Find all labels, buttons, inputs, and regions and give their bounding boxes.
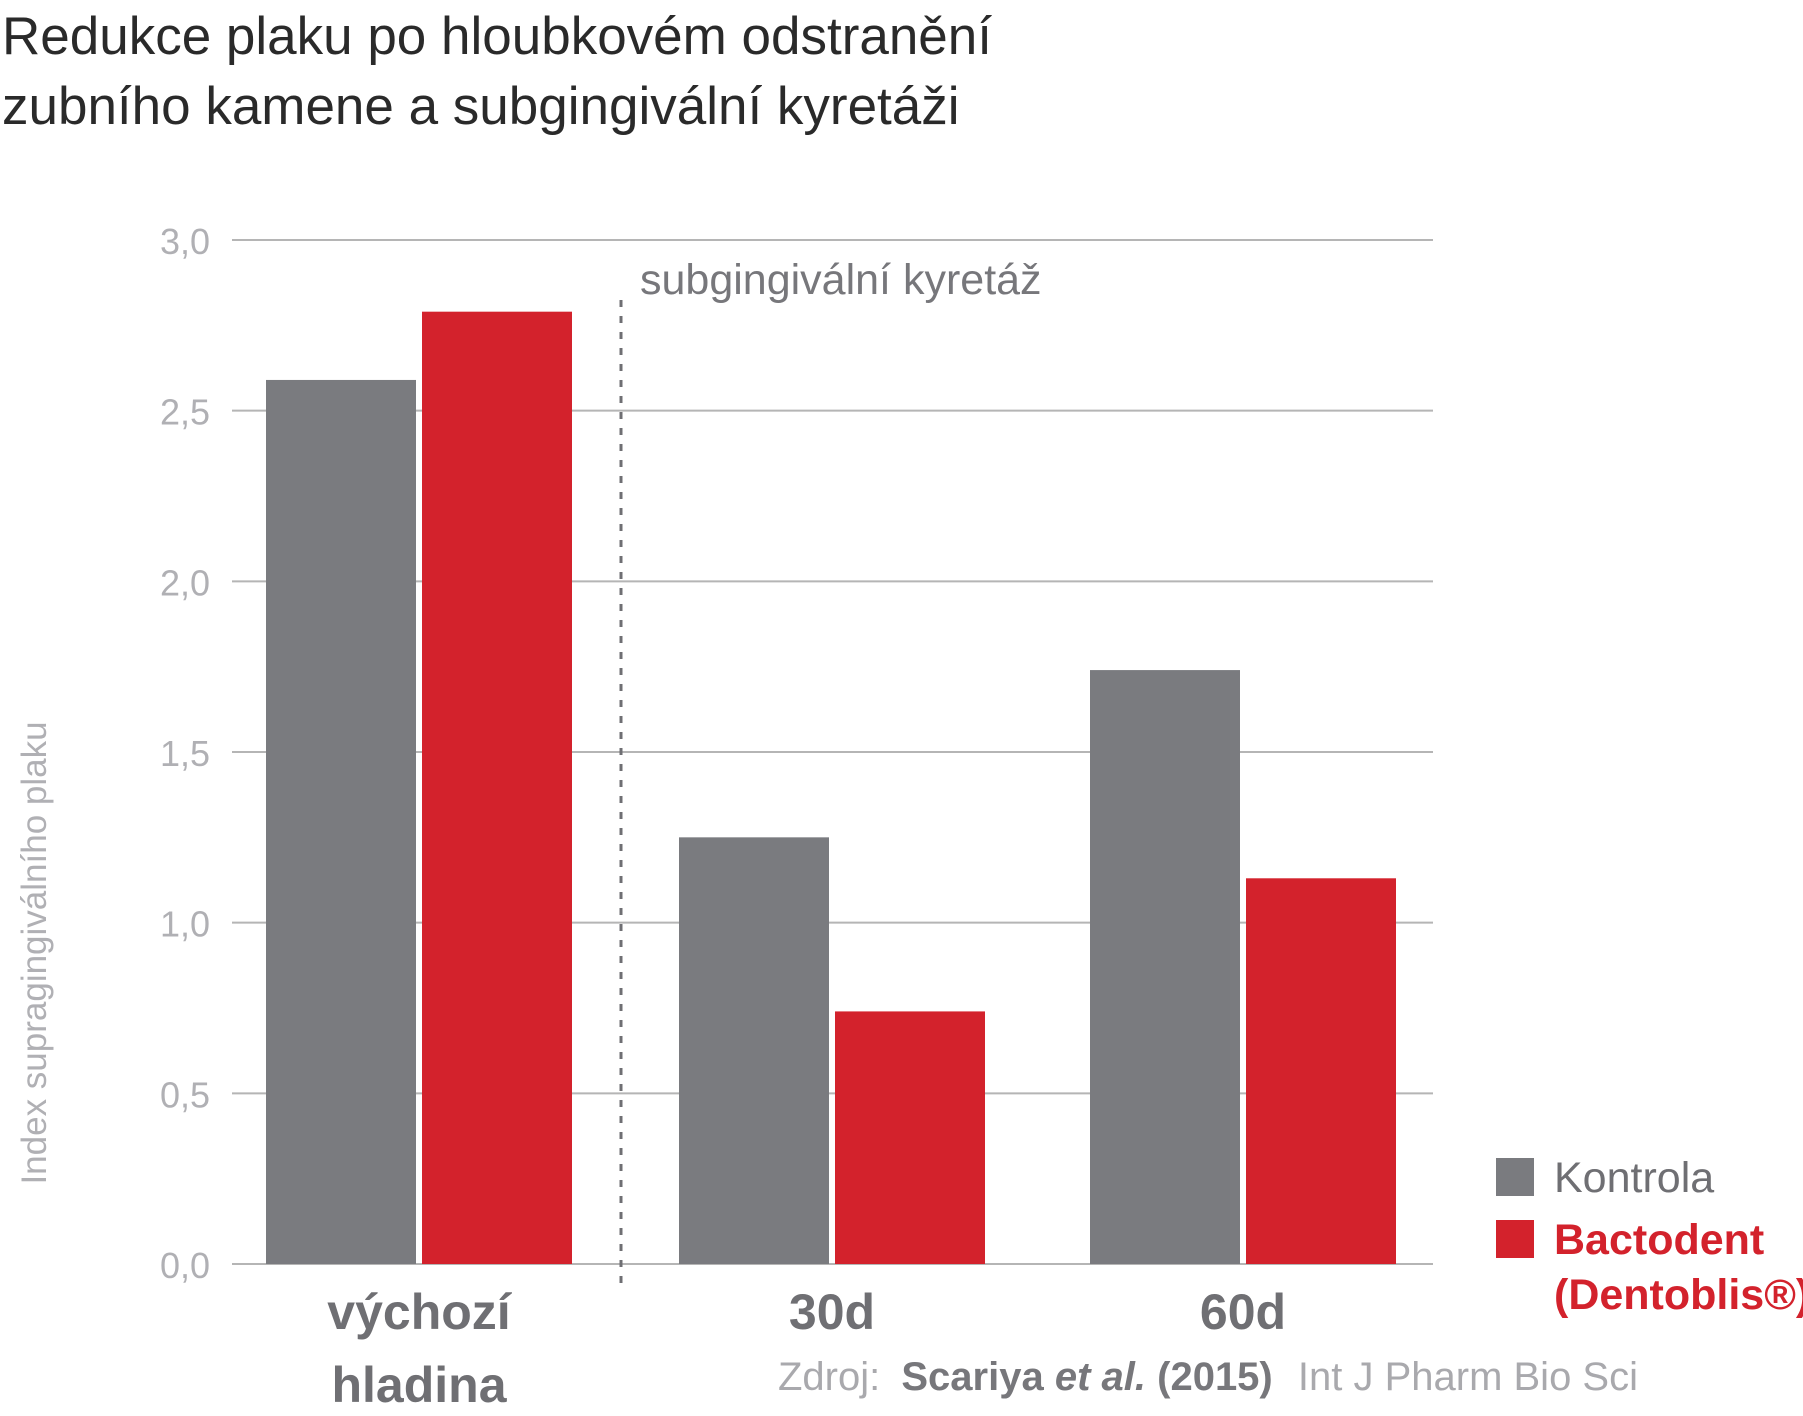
y-tick-label: 2,5 [160, 392, 210, 433]
chart-title: Redukce plaku po hloubkovém odstranění z… [2, 2, 992, 142]
y-tick-label: 2,0 [160, 562, 210, 603]
source-etal: et al. [1054, 1355, 1146, 1399]
source-journal: Int J Pharm Bio Sci [1297, 1355, 1638, 1399]
bar-kontrola-1 [679, 837, 829, 1264]
annotation-label: subgingivální kyretáž [640, 256, 1042, 304]
source-reference: Scariya et al. (2015) [901, 1355, 1272, 1399]
source-citation: Zdroj: Scariya et al. (2015) Int J Pharm… [778, 1355, 1638, 1400]
y-tick-label: 1,5 [160, 733, 210, 774]
y-axis-label: Index supragingiválního plaku [15, 721, 54, 1184]
source-year: (2015) [1157, 1355, 1273, 1399]
x-category-label: výchozí [327, 1284, 513, 1340]
chart-title-line-2: zubního kamene a subgingivální kyretáži [2, 77, 960, 136]
bar-kontrola-0 [266, 379, 416, 1264]
x-category-label: hladina [331, 1357, 507, 1413]
x-category-label: 60d [1200, 1284, 1286, 1340]
x-category-label: 30d [789, 1284, 875, 1340]
bar-bactodent-2 [1246, 878, 1396, 1264]
y-tick-label: 1,0 [160, 904, 210, 945]
bar-bactodent-1 [835, 1011, 985, 1264]
bar-bactodent-0 [422, 311, 572, 1264]
legend-label-bactodent: (Dentoblis®) [1554, 1271, 1803, 1319]
legend-swatch-kontrola [1496, 1158, 1534, 1196]
chart-title-line-1: Redukce plaku po hloubkovém odstranění [2, 7, 992, 66]
bar-kontrola-2 [1090, 670, 1240, 1264]
legend-swatch-bactodent [1496, 1220, 1534, 1258]
y-tick-label: 0,0 [160, 1245, 210, 1286]
legend-label-kontrola: Kontrola [1554, 1154, 1714, 1202]
legend-label-bactodent: Bactodent [1554, 1216, 1764, 1264]
source-label: Zdroj: [778, 1355, 881, 1399]
source-authors: Scariya [901, 1355, 1044, 1399]
y-tick-label: 0,5 [160, 1074, 210, 1115]
y-tick-label: 3,0 [160, 221, 210, 262]
